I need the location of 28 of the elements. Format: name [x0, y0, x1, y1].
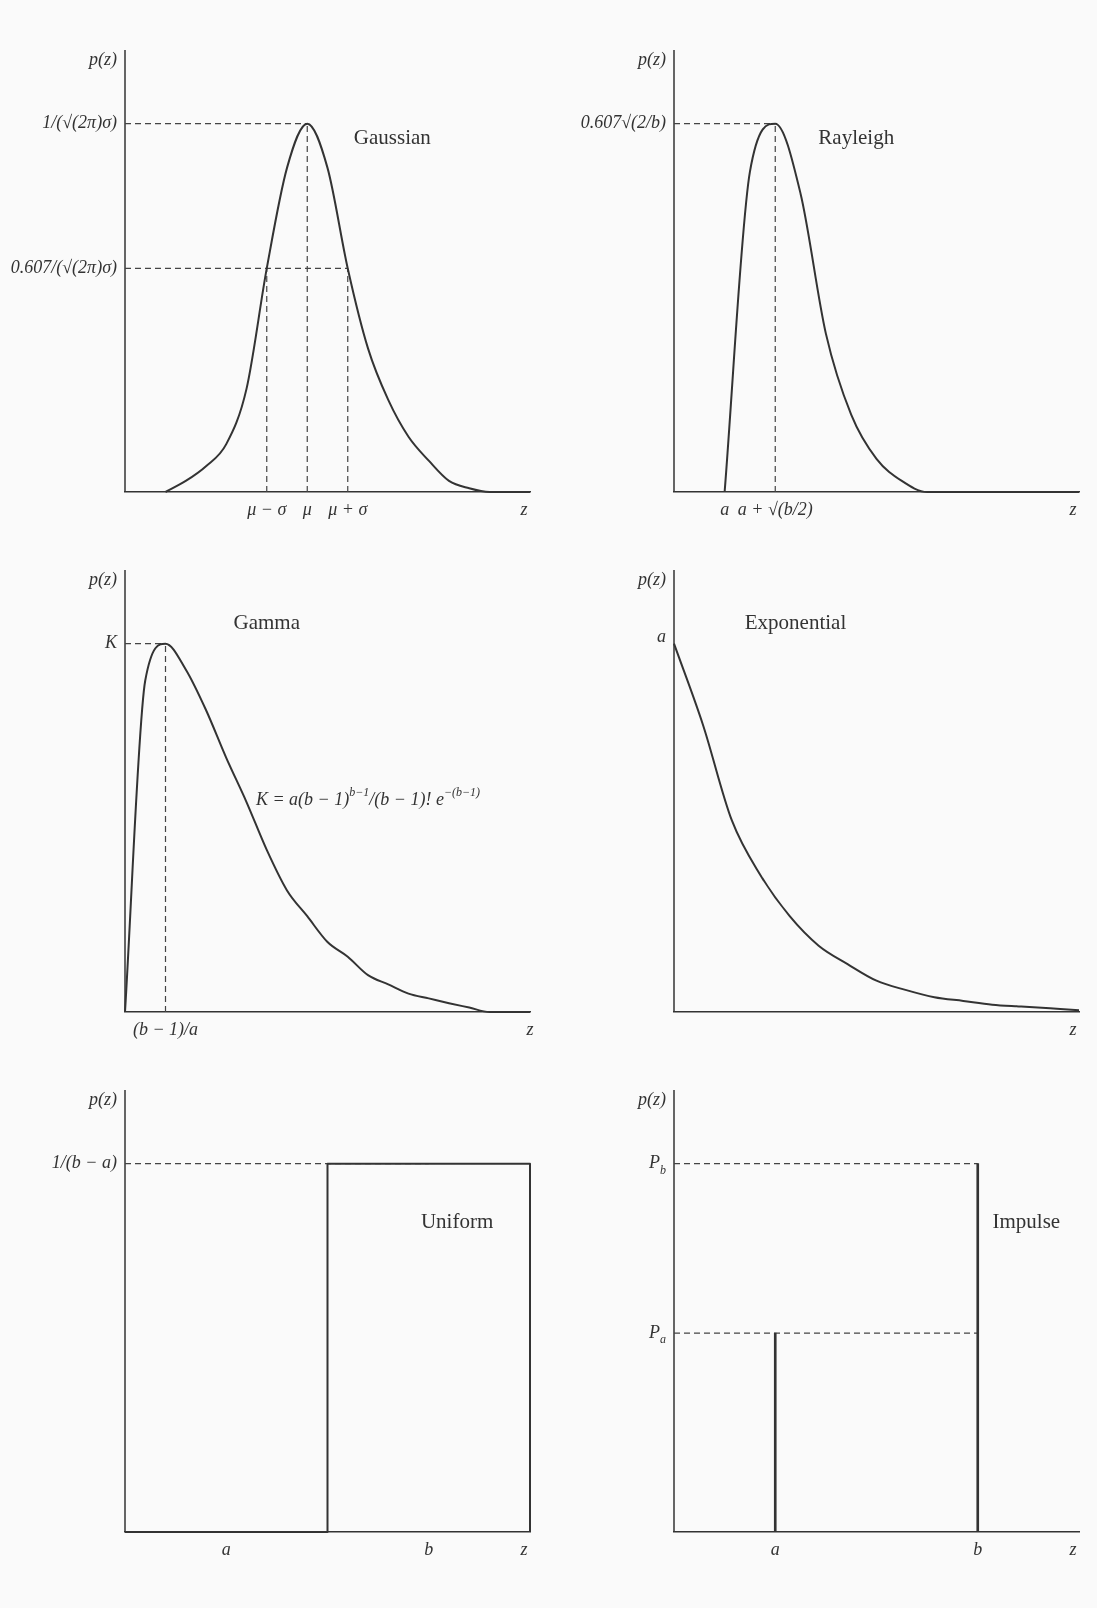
ref-line-label: K [103, 632, 118, 653]
x-tick-label: (b − 1)/a [132, 1018, 199, 1040]
ref-line-label: 0.607/(√(2π)σ) [10, 257, 118, 279]
chart-title: Gamma [233, 609, 301, 634]
x-tick-label: a [720, 498, 730, 519]
ref-line-label: 0.607√(2/b) [580, 112, 667, 134]
ref-line-label: 1/(b − a) [51, 1152, 118, 1174]
x-tick-label: μ + σ [327, 498, 369, 519]
y-axis-title: p(z) [87, 48, 118, 70]
y-axis-title: p(z) [87, 568, 118, 590]
y-axis-title: p(z) [636, 568, 667, 590]
x-tick-label: a [770, 1538, 780, 1559]
y-axis-title: p(z) [636, 48, 667, 70]
x-tick-label: a + √(b/2) [737, 498, 813, 520]
x-tick-label: b [973, 1538, 983, 1559]
y-axis-title: p(z) [636, 1088, 667, 1110]
x-tick-label: b [424, 1538, 434, 1559]
x-tick-label: μ − σ [246, 498, 288, 519]
text: Uniform [420, 1209, 494, 1234]
chart-title: Gaussian [353, 124, 432, 149]
y-axis-title: p(z) [87, 1088, 118, 1110]
chart-title: Exponential [744, 609, 847, 634]
x-tick-label: μ [301, 498, 312, 519]
chart-title: Rayleigh [818, 124, 895, 149]
x-tick-label: a [221, 1538, 231, 1559]
text: Impulse [992, 1209, 1061, 1234]
ref-line-label: 1/(√(2π)σ) [42, 112, 118, 134]
text: a [656, 626, 666, 647]
